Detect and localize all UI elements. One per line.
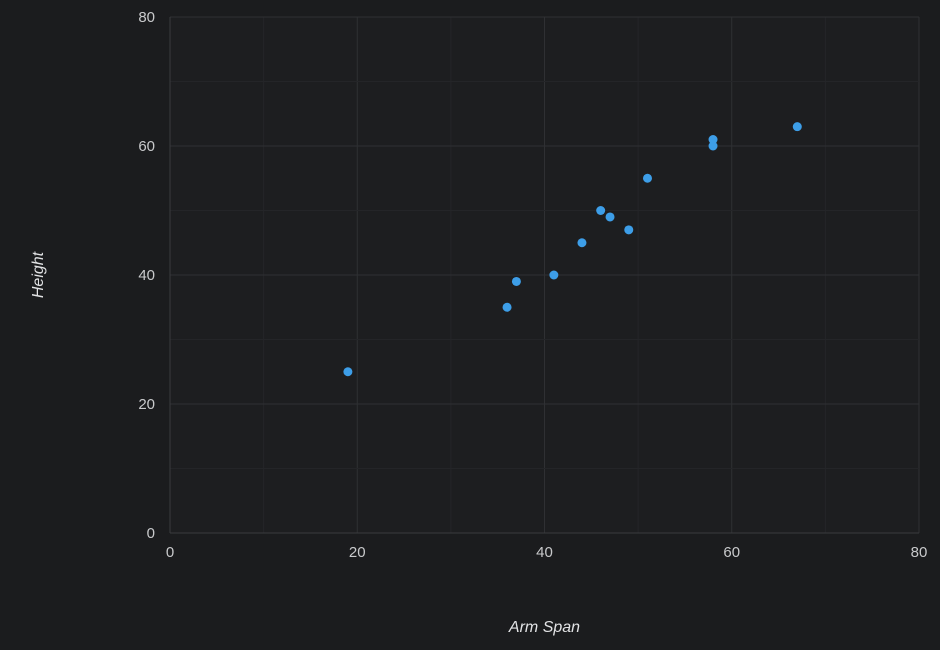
y-tick-label: 60 <box>138 138 155 155</box>
x-tick-label: 80 <box>911 544 928 561</box>
y-tick-label: 80 <box>138 9 155 26</box>
data-point <box>708 141 718 151</box>
data-point <box>549 270 559 280</box>
y-tick-label: 0 <box>147 525 155 542</box>
tick-labels: 00 20 20 40 40 60 60 80 80 <box>138 9 927 561</box>
data-point <box>624 225 634 235</box>
x-tick-label: 40 <box>536 544 553 561</box>
x-tick-label: 0 <box>166 544 174 561</box>
y-tick-label: 20 <box>138 396 155 413</box>
x-tick-label: 60 <box>723 544 740 561</box>
y-axis-title: Height <box>30 251 47 298</box>
x-axis-title: Arm Span <box>508 619 580 636</box>
data-point <box>642 173 652 183</box>
data-point <box>577 238 587 248</box>
data-point <box>511 276 521 286</box>
data-points <box>343 122 802 377</box>
x-tick-label: 20 <box>349 544 366 561</box>
data-point <box>708 135 718 145</box>
axes <box>169 17 919 534</box>
data-point <box>605 212 615 222</box>
data-point <box>792 122 802 132</box>
data-point <box>596 206 606 215</box>
data-point <box>343 367 353 377</box>
data-point <box>502 302 512 312</box>
y-tick-label: 40 <box>138 267 155 284</box>
